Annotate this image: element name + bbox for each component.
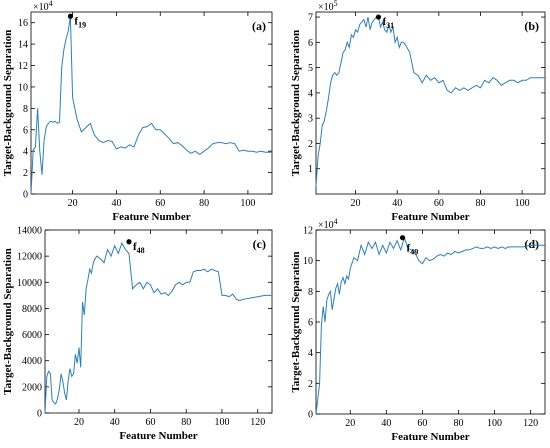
peak-marker [126, 239, 132, 245]
chart-panel: 20 40 60 80 100 120 0 2 4 6 8 10 12 ×104 Feature Numbe… [290, 217, 546, 443]
y-axis-label: Target-Backgrund Separation [290, 251, 302, 392]
series-line [315, 236, 545, 415]
y-tick-label: 8 [308, 287, 313, 298]
y-tick-label: 12 [18, 61, 28, 72]
x-tick-label: 100 [240, 198, 255, 209]
y-tick-label: 1 [308, 164, 313, 175]
series-line [44, 241, 272, 414]
x-tick-label: 60 [434, 198, 444, 209]
x-tick-label: 80 [181, 417, 191, 428]
y-tick-label: 0 [23, 190, 28, 201]
y-axis-label: Target-Background Separation [2, 248, 14, 394]
y-tick-label: 10000 [17, 278, 42, 289]
x-tick-label: 120 [250, 417, 265, 428]
panel-label: (b) [524, 19, 539, 33]
y-tick-label: 4 [308, 88, 313, 99]
plot-frame [315, 229, 546, 415]
x-tick-label: 80 [453, 418, 463, 429]
x-axis-label: Feature Number [119, 430, 197, 442]
y-tick-label: 16 [18, 18, 28, 29]
y-tick-label: 6 [23, 125, 28, 136]
y-tick-label: 6000 [22, 330, 42, 341]
y-tick-label: 12000 [17, 252, 42, 263]
y-tick-label: 8 [23, 104, 28, 115]
x-tick-label: 40 [111, 198, 121, 209]
x-tick-label: 60 [145, 417, 155, 428]
panel-label: (c) [253, 237, 266, 251]
plot-frame [30, 11, 273, 195]
y-axis-label: Target-Background Separation [290, 30, 302, 176]
peak-annotation: f48 [133, 241, 145, 255]
panel-label: (a) [252, 19, 266, 33]
y-tick-label: 5 [308, 63, 313, 74]
y-tick-label: 8000 [22, 304, 42, 315]
y-tick-label: 14000 [17, 226, 42, 237]
x-tick-label: 40 [110, 417, 120, 428]
x-tick-label: 100 [515, 198, 530, 209]
y-tick-label: 2000 [22, 382, 42, 393]
x-tick-label: 120 [523, 418, 538, 429]
x-tick-label: 40 [381, 418, 391, 429]
x-axis-label: Feature Number [391, 211, 469, 223]
y-tick-label: 3 [308, 114, 313, 125]
chart-panel: 20 40 60 80 100 1 2 3 4 5 6 7 ×105 Feature Number Targ… [290, 0, 546, 223]
y-tick-label: 0 [37, 409, 42, 420]
x-tick-label: 60 [417, 418, 427, 429]
x-tick-label: 20 [68, 198, 78, 209]
y-tick-label: 6 [308, 318, 313, 329]
y-multiplier-label: ×104 [33, 0, 53, 13]
y-tick-label: 2 [308, 139, 313, 150]
y-tick-label: 14 [18, 40, 28, 51]
y-tick-label: 4 [23, 147, 28, 158]
chart-panel: 20 40 60 80 100 0 2 4 6 8 10 12 14 16 ×104 Feature Numb… [2, 0, 273, 223]
y-tick-label: 4000 [22, 356, 42, 367]
y-tick-label: 0 [308, 410, 313, 421]
y-tick-label: 10 [303, 256, 313, 267]
y-multiplier-label: ×105 [318, 0, 338, 13]
x-tick-label: 80 [475, 198, 485, 209]
y-multiplier-label: ×104 [318, 217, 338, 231]
peak-annotation: f19 [74, 15, 86, 29]
y-axis-label: Target-Background Separation [2, 30, 14, 176]
peak-marker [375, 14, 382, 20]
x-tick-label: 100 [214, 417, 229, 428]
series-line [315, 16, 545, 187]
x-tick-label: 20 [345, 418, 355, 429]
x-axis-label: Feature Number [391, 431, 469, 443]
peak-marker [67, 13, 74, 19]
x-tick-label: 60 [155, 198, 165, 209]
x-tick-label: 100 [487, 418, 502, 429]
x-axis-label: Feature Number [112, 211, 190, 223]
x-tick-label: 20 [351, 198, 361, 209]
peak-annotation: f49 [407, 243, 419, 257]
peak-marker [399, 235, 406, 241]
y-tick-label: 2 [23, 168, 28, 179]
y-tick-label: 6 [308, 38, 313, 49]
x-tick-label: 80 [199, 198, 209, 209]
panel-label: (d) [524, 237, 539, 251]
y-tick-label: 12 [303, 226, 313, 237]
y-tick-label: 2 [308, 379, 313, 390]
plot-frame [315, 11, 546, 195]
y-tick-label: 10 [18, 82, 28, 93]
x-tick-label: 20 [74, 417, 84, 428]
y-tick-label: 7 [308, 13, 313, 24]
y-tick-label: 4 [308, 348, 313, 359]
series-line [30, 16, 272, 195]
chart-panel: 20 40 60 80 100 120 0 2000 4000 6000 8000 10000 1200… [2, 226, 273, 442]
x-tick-label: 40 [392, 198, 402, 209]
peak-annotation: f31 [382, 16, 394, 30]
plot-frame [44, 229, 273, 414]
